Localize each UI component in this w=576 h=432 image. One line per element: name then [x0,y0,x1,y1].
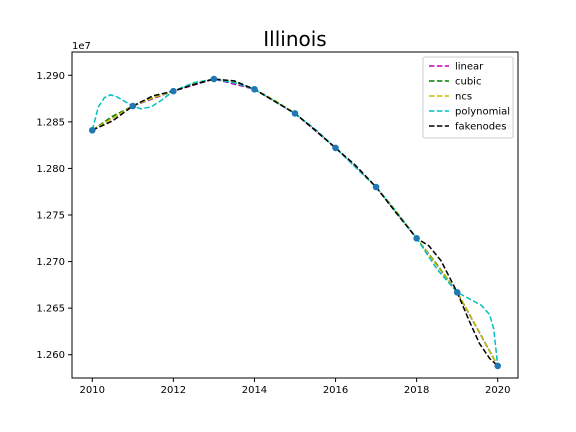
data-point [251,85,258,93]
x-tick-label: 2018 [404,385,429,396]
x-tick-label: 2012 [161,385,186,396]
data-point [372,183,380,191]
data-point [291,110,299,117]
legend-label-ncs: ncs [455,92,472,103]
y-tick-label: 1.285 [36,117,65,128]
data-point [453,289,461,296]
data-point [88,126,96,134]
data-point [494,362,502,370]
axes-layer: 2010 2012 2014 2016 2018 2020 1.260 1.265 1.270 1… [36,71,510,396]
data-point [332,144,339,152]
y-tick-label: 1.290 [36,71,65,82]
series-line-fakenodes [91,78,499,367]
y-tick-label: 1.275 [36,211,65,222]
legend: linear cubic ncs polynomial fakenodes [422,56,514,139]
x-tick-label: 2010 [80,385,105,396]
legend-label-cubic: cubic [455,77,481,88]
legend-box [422,56,514,139]
y-tick-label: 1.280 [36,164,65,175]
points-layer [88,75,502,370]
legend-label-linear: linear [455,62,484,73]
y-tick-label: 1.270 [36,257,65,268]
legend-label-polynomial: polynomial [455,107,510,118]
y-tick-label: 1.265 [36,304,65,315]
data-point [129,102,137,110]
x-tick-label: 2020 [485,385,510,396]
data-point [170,87,177,95]
data-point [210,75,218,83]
x-tick-label: 2016 [323,385,348,396]
chart-title: Illinois [263,27,326,51]
y-offset-label: 1e7 [72,41,91,52]
y-tick-label: 1.260 [36,350,65,361]
legend-label-fakenodes: fakenodes [455,122,506,133]
x-tick-label: 2014 [242,385,267,396]
data-point [413,234,420,242]
